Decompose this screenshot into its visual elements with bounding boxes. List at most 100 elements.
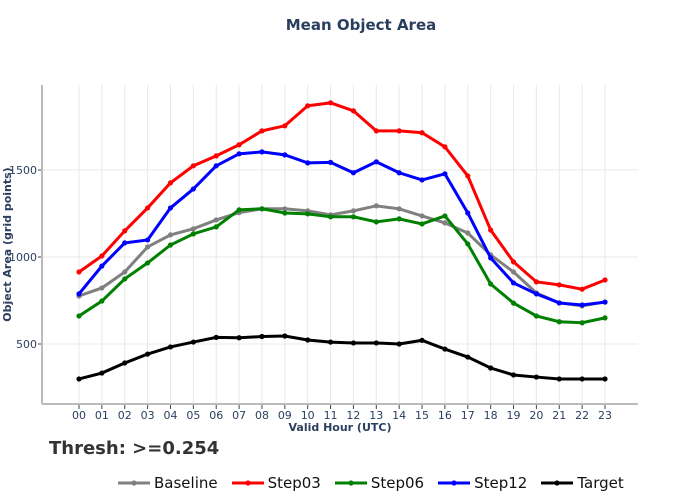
point-target	[579, 376, 585, 382]
x-tick-label: 02	[118, 409, 132, 422]
legend-swatch	[334, 480, 367, 486]
y-axis-label: Object Area (grid points)	[1, 167, 14, 321]
point-baseline	[419, 213, 425, 219]
point-target	[76, 376, 82, 382]
x-tick-label: 21	[552, 409, 566, 422]
series-line-step06	[78, 207, 606, 325]
point-step03	[579, 286, 585, 292]
point-step03	[350, 108, 357, 114]
legend-item-step03[interactable]: Step03	[231, 474, 321, 492]
point-target	[259, 333, 265, 340]
point-baseline	[145, 244, 151, 250]
point-baseline	[465, 230, 471, 236]
series-line-step12	[77, 150, 606, 307]
point-target	[99, 370, 105, 376]
x-tick-label: 03	[141, 409, 155, 422]
point-step06	[556, 319, 562, 325]
point-baseline	[122, 269, 128, 275]
point-step06	[145, 260, 151, 266]
point-step03	[327, 100, 334, 106]
point-step12	[236, 151, 242, 157]
point-target	[167, 344, 174, 350]
point-target	[602, 376, 608, 382]
legend-label: Baseline	[154, 474, 218, 492]
x-tick-label: 01	[95, 409, 109, 422]
point-step06	[190, 231, 196, 237]
x-tick-label: 10	[301, 409, 315, 422]
point-target	[488, 365, 494, 371]
x-tick-label: 16	[438, 409, 452, 422]
point-step06	[419, 221, 425, 227]
point-step03	[533, 279, 539, 285]
point-target	[350, 340, 357, 346]
point-step12	[373, 159, 379, 165]
point-step12	[190, 186, 196, 192]
point-step03	[167, 180, 174, 186]
point-target	[305, 337, 311, 343]
point-step06	[579, 320, 585, 326]
point-step12	[533, 291, 539, 297]
point-step03	[76, 269, 82, 275]
x-tick-label: 05	[186, 409, 200, 422]
point-step06	[465, 241, 471, 247]
point-step12	[167, 205, 174, 211]
series-line-baseline	[78, 204, 606, 308]
x-tick-label: 13	[369, 409, 383, 422]
point-step06	[602, 315, 608, 321]
legend-item-target[interactable]: Target	[541, 474, 624, 492]
point-baseline	[396, 206, 402, 212]
point-baseline	[442, 220, 448, 226]
x-tick-label: 18	[484, 409, 498, 422]
x-tick-label: 06	[209, 409, 223, 422]
legend: Baseline Step03 Step06 Step12 Target	[118, 474, 624, 492]
legend-item-step12[interactable]: Step12	[438, 474, 527, 492]
legend-item-step06[interactable]: Step06	[334, 474, 424, 492]
point-baseline	[350, 208, 357, 214]
y-tick-label: 1500	[9, 164, 37, 177]
threshold-annotation: Thresh: >=0.254	[49, 438, 220, 459]
point-step12	[556, 300, 562, 306]
point-baseline	[373, 203, 379, 209]
point-step03	[556, 282, 562, 288]
point-baseline	[167, 232, 174, 238]
x-tick-label: 09	[278, 409, 292, 422]
point-step12	[327, 159, 334, 165]
point-step03	[259, 128, 265, 134]
point-baseline	[510, 269, 517, 275]
legend-swatch	[118, 480, 150, 486]
point-target	[145, 351, 151, 357]
legend-label: Step12	[474, 474, 528, 492]
point-baseline	[99, 285, 105, 291]
point-step12	[488, 255, 494, 261]
series-line-step03	[78, 101, 606, 291]
point-step06	[99, 298, 105, 304]
point-step12	[419, 177, 425, 183]
point-step06	[167, 242, 174, 248]
x-tick-label: 19	[507, 409, 521, 422]
point-step06	[282, 210, 288, 216]
point-step06	[213, 224, 219, 230]
point-step03	[442, 144, 448, 150]
point-target	[419, 337, 425, 343]
point-step06	[122, 276, 128, 282]
x-tick-label: 15	[415, 409, 429, 422]
point-step12	[350, 170, 357, 176]
point-step03	[282, 123, 288, 129]
series-line-target	[78, 334, 605, 381]
point-target	[190, 339, 196, 345]
point-step03	[236, 142, 242, 148]
point-step12	[213, 163, 219, 169]
point-step03	[190, 163, 196, 169]
point-step12	[122, 240, 128, 246]
point-step12	[305, 160, 311, 166]
point-baseline	[282, 206, 288, 212]
legend-item-baseline[interactable]: Baseline	[118, 474, 218, 492]
point-step06	[305, 211, 311, 217]
point-step03	[602, 277, 608, 283]
point-target	[465, 354, 471, 360]
x-tick-label: 00	[72, 409, 86, 422]
point-step12	[602, 299, 608, 305]
x-tick-label: 22	[575, 409, 589, 422]
point-step06	[259, 206, 265, 212]
